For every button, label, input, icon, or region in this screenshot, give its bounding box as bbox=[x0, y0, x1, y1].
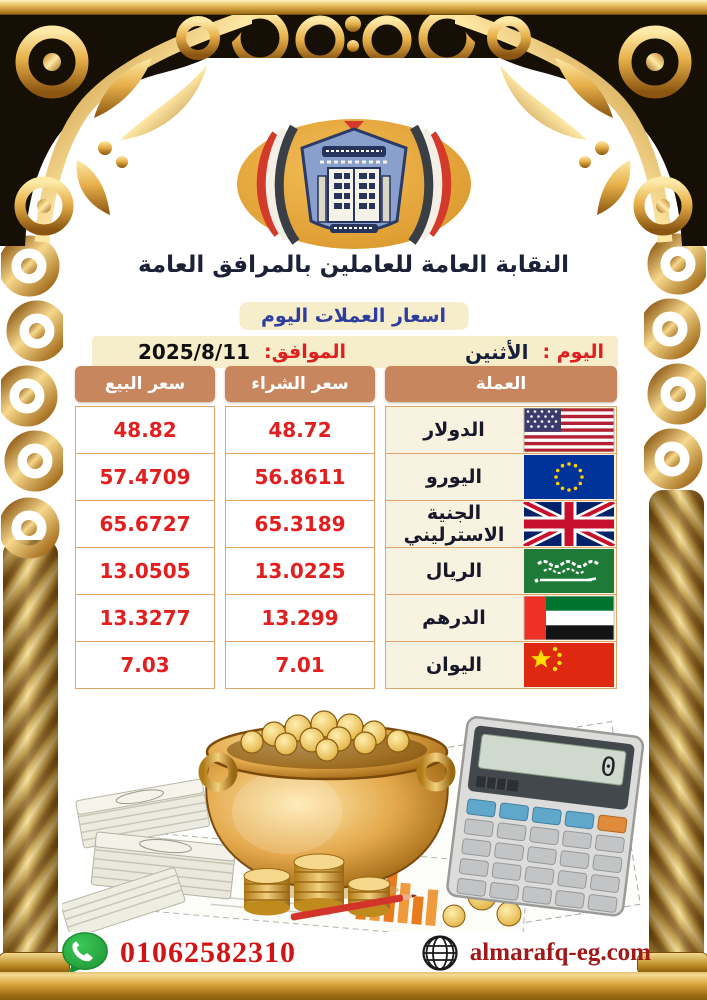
sell-price: 13.0505 bbox=[75, 547, 215, 595]
table-row-pound: الجنية الاسترليني 65.3189 65.6727 bbox=[75, 500, 617, 548]
date-value: 2025/8/11 bbox=[138, 340, 251, 364]
egypt-flag-ribbons bbox=[256, 124, 452, 245]
table-row-yuan: اليوان 7.01 7.03 bbox=[75, 641, 617, 689]
currency-cell: الدولار bbox=[385, 406, 617, 454]
money-stacks-illustration bbox=[62, 778, 237, 932]
currency-name: الدرهم bbox=[422, 607, 486, 629]
currency-cell: الدرهم bbox=[385, 594, 617, 642]
day-group: اليوم : الأثنين bbox=[465, 340, 604, 364]
buy-price: 13.299 bbox=[225, 594, 375, 642]
sell-price: 13.3277 bbox=[75, 594, 215, 642]
table-row-dirham: الدرهم 13.299 13.3277 bbox=[75, 594, 617, 642]
website-group: almarafq-eg.com bbox=[420, 933, 651, 973]
currency-name: الريال bbox=[425, 560, 483, 582]
currency-cell: اليورو bbox=[385, 453, 617, 501]
table-row-riyal: الريال 13.0225 13.0505 bbox=[75, 547, 617, 595]
currency-name: اليوان bbox=[425, 654, 483, 676]
currency-name: اليورو bbox=[425, 466, 483, 488]
eu-flag-icon bbox=[523, 455, 615, 499]
frame-rope-column-right bbox=[649, 490, 704, 976]
buy-price: 48.72 bbox=[225, 406, 375, 454]
currency-name: الدولار bbox=[423, 419, 485, 441]
date-group: الموافق: 2025/8/11 bbox=[138, 340, 346, 364]
frame-top-bar bbox=[0, 0, 707, 15]
table-row-euro: اليورو 56.8611 57.4709 bbox=[75, 453, 617, 501]
whatsapp-icon bbox=[62, 932, 108, 975]
org-title: النقابة العامة للعاملين بالمرافق العامة bbox=[137, 252, 570, 278]
buy-price: 65.3189 bbox=[225, 500, 375, 548]
phone-group: 01062582310 bbox=[60, 930, 296, 976]
frame-corner-ornament bbox=[0, 8, 252, 246]
us-flag-icon bbox=[523, 408, 615, 452]
day-label: اليوم : bbox=[542, 341, 604, 363]
frame-scroll-column-right bbox=[644, 233, 706, 490]
rates-table-body: الدولار 48.72 48.82 اليورو 56.8611 57. bbox=[75, 406, 617, 689]
subtitle: اسعار العملات اليوم bbox=[238, 302, 469, 330]
frame-scroll-column-left bbox=[1, 235, 63, 559]
currency-cell: اليوان bbox=[385, 641, 617, 689]
header-currency: العملة bbox=[385, 366, 617, 402]
footer-contacts: 01062582310 almarafq-eg.com bbox=[60, 930, 651, 976]
website-url: almarafq-eg.com bbox=[469, 939, 651, 966]
china-flag-icon bbox=[523, 643, 615, 687]
rates-table: العملة سعر الشراء سعر البيع bbox=[75, 366, 617, 689]
currency-name: الجنية الاسترليني bbox=[403, 502, 505, 546]
header-buy-price: سعر الشراء bbox=[225, 366, 375, 402]
red-pencil bbox=[290, 894, 417, 921]
sell-price: 57.4709 bbox=[75, 453, 215, 501]
sell-price: 7.03 bbox=[75, 641, 215, 689]
header-sell-price: سعر البيع bbox=[75, 366, 215, 402]
buy-price: 7.01 bbox=[225, 641, 375, 689]
frame-bottom-bar bbox=[0, 972, 707, 1000]
day-value: الأثنين bbox=[464, 340, 529, 364]
gold-pot-illustration bbox=[198, 710, 456, 899]
uae-flag-icon bbox=[523, 596, 615, 640]
currency-cell: الجنية الاسترليني bbox=[385, 500, 617, 548]
phone-number: 01062582310 bbox=[120, 936, 296, 969]
calculator-display: 0 bbox=[599, 752, 618, 784]
rates-table-header: العملة سعر الشراء سعر البيع bbox=[75, 366, 617, 402]
money-illustration: 0 bbox=[62, 710, 645, 932]
calculator-illustration: 0 bbox=[446, 716, 645, 917]
sell-price: 65.6727 bbox=[75, 500, 215, 548]
frame-corner-ornament bbox=[455, 8, 707, 246]
table-row-dollar: الدولار 48.72 48.82 bbox=[75, 406, 617, 454]
globe-icon bbox=[422, 935, 458, 971]
sell-price: 48.82 bbox=[75, 406, 215, 454]
date-label: الموافق: bbox=[264, 341, 347, 363]
saudi-flag-icon bbox=[523, 549, 615, 593]
buy-price: 13.0225 bbox=[225, 547, 375, 595]
buy-price: 56.8611 bbox=[225, 453, 375, 501]
frame-rope-column-left bbox=[3, 540, 58, 976]
union-logo bbox=[237, 119, 471, 249]
currency-cell: الريال bbox=[385, 547, 617, 595]
uk-flag-icon bbox=[523, 502, 615, 546]
date-row: اليوم : الأثنين الموافق: 2025/8/11 bbox=[92, 336, 618, 368]
union-emblem-shield bbox=[300, 121, 408, 233]
